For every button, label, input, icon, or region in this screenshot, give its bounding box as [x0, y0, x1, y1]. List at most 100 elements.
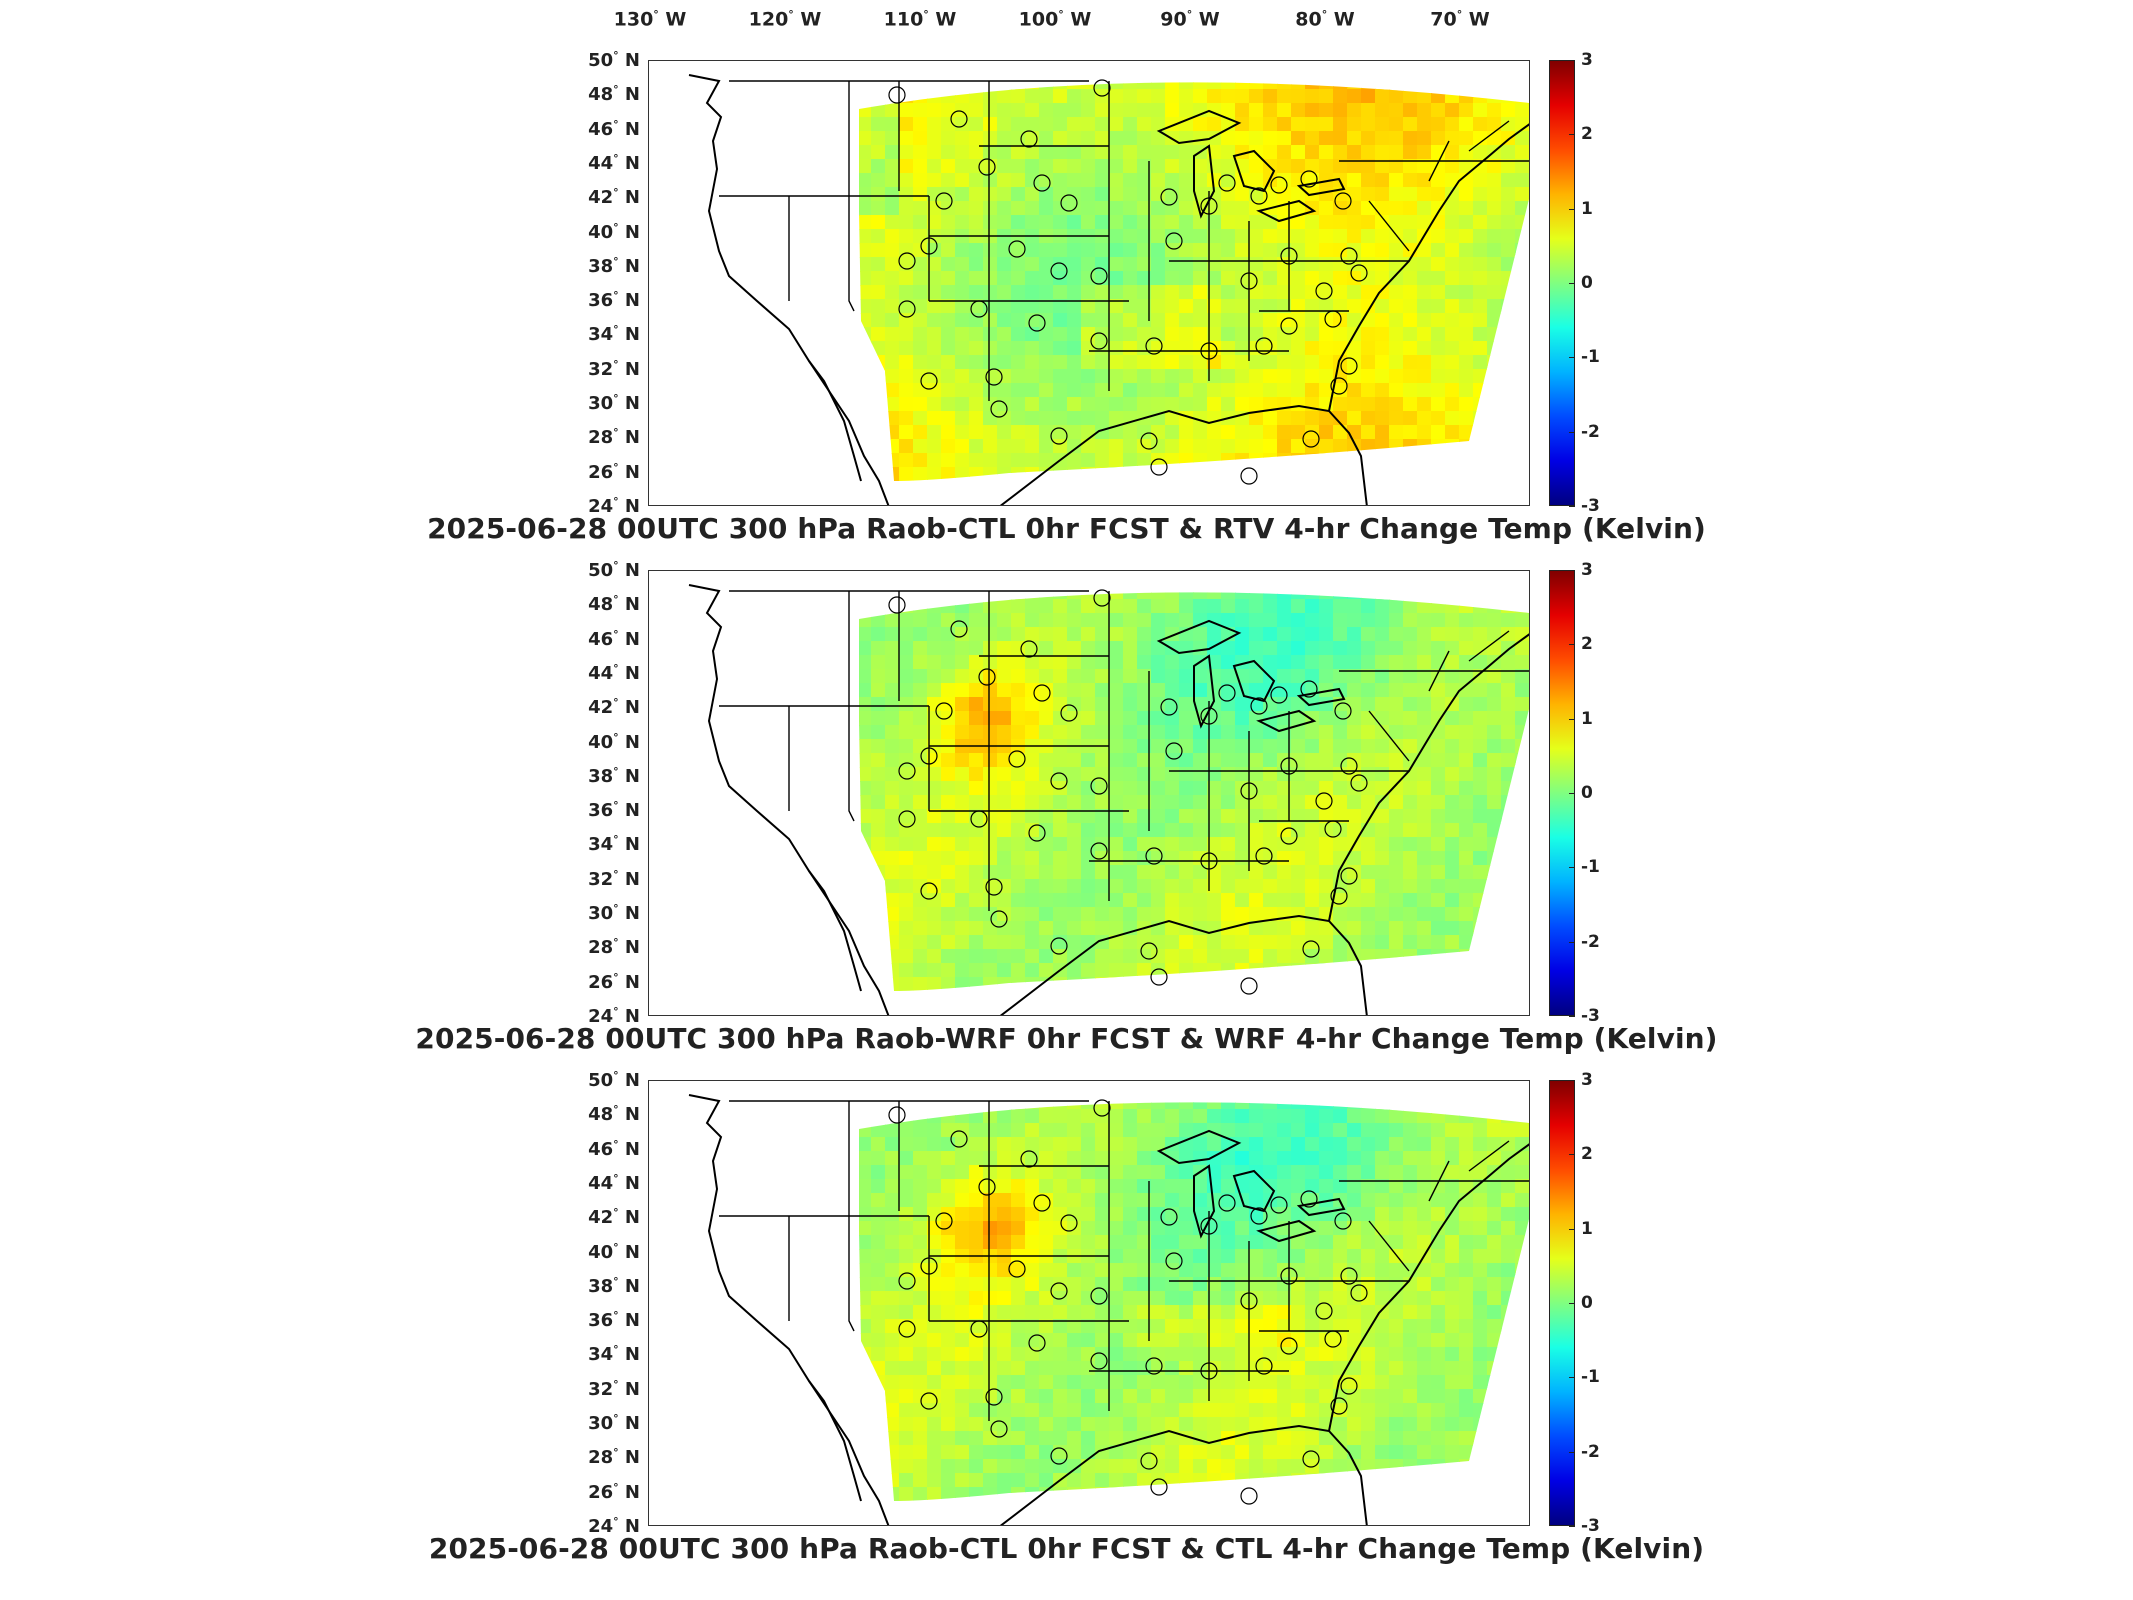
station-marker	[985, 878, 1003, 896]
station-marker	[920, 882, 938, 900]
map-panel-2: 50° N 48° N 46° N 44° N 42° N 40° N 38° N 36° N…	[0, 559, 2133, 1070]
station-marker	[1255, 337, 1273, 355]
station-marker	[1240, 1292, 1258, 1310]
lon-label-100W: 100° W	[1018, 8, 1092, 31]
lon-label-90W: 90° W	[1160, 8, 1220, 31]
lat-label-46N: 46° N	[588, 117, 640, 140]
lat-label-44N: 44° N	[588, 661, 640, 684]
colorbar-tick-mark	[1569, 1303, 1575, 1304]
station-marker	[898, 1320, 916, 1338]
lat-label-44N: 44° N	[588, 151, 640, 174]
lat-label-28N: 28° N	[588, 936, 640, 959]
map-frame	[648, 60, 1530, 506]
station-marker	[888, 1106, 906, 1124]
colorbar-tick-mark	[1569, 644, 1575, 646]
station-marker	[990, 910, 1008, 928]
map-frame	[648, 1080, 1530, 1526]
lat-label-50N: 50° N	[588, 559, 640, 581]
colorbar-tick-mark	[1569, 1451, 1575, 1453]
station-marker	[978, 158, 996, 176]
lat-label-40N: 40° N	[588, 220, 640, 243]
station-marker	[1200, 1362, 1218, 1380]
station-marker	[1330, 377, 1348, 395]
lat-label-36N: 36° N	[588, 289, 640, 312]
lon-label-70W: 70° W	[1430, 8, 1490, 31]
station-marker	[985, 368, 1003, 386]
colorbar-tick-label: 0	[1581, 273, 1593, 293]
lat-label-24N: 24° N	[588, 495, 640, 517]
station-marker	[1315, 792, 1333, 810]
station-marker	[1340, 247, 1358, 265]
station-marker	[920, 237, 938, 255]
lat-label-32N: 32° N	[588, 867, 640, 890]
station-marker	[1218, 174, 1236, 192]
colorbar-tick-label: 3	[1581, 560, 1593, 580]
station-marker	[1250, 1207, 1268, 1225]
station-marker	[1324, 310, 1342, 328]
lat-label-30N: 30° N	[588, 1412, 640, 1435]
colorbar-tick-mark	[1569, 357, 1575, 359]
station-marker	[1350, 774, 1368, 792]
lat-label-50N: 50° N	[588, 1069, 640, 1091]
colorbar-tick-mark	[1569, 718, 1575, 720]
lat-label-50N: 50° N	[588, 49, 640, 71]
station-marker	[1350, 264, 1368, 282]
station-marker	[1033, 174, 1051, 192]
station-marker	[978, 1178, 996, 1196]
panel-title: 2025-06-28 00UTC 300 hPa Raob-CTL 0hr FC…	[428, 1532, 1705, 1565]
station-marker	[1218, 684, 1236, 702]
station-marker	[1028, 314, 1046, 332]
station-marker	[1165, 1252, 1183, 1270]
station-marker	[1250, 187, 1268, 205]
station-marker	[970, 1320, 988, 1338]
station-marker	[1060, 194, 1078, 212]
lat-label-26N: 26° N	[588, 970, 640, 993]
lat-label-38N: 38° N	[588, 1274, 640, 1297]
station-marker	[1145, 337, 1163, 355]
station-marker	[1350, 1284, 1368, 1302]
station-marker	[920, 747, 938, 765]
station-marker	[1033, 1194, 1051, 1212]
station-marker	[1240, 272, 1258, 290]
lat-label-48N: 48° N	[588, 593, 640, 616]
colorbar-tick-label: 0	[1581, 783, 1593, 803]
station-marker	[935, 1212, 953, 1230]
lat-label-42N: 42° N	[588, 1206, 640, 1229]
temperature-map	[688, 1094, 1529, 1525]
lat-label-28N: 28° N	[588, 426, 640, 449]
station-marker	[1145, 847, 1163, 865]
station-marker	[1140, 942, 1158, 960]
colorbar-tick-label: 2	[1581, 1144, 1593, 1165]
station-marker	[1340, 1377, 1358, 1395]
colorbar-tick-label: -1	[1581, 1367, 1600, 1388]
map-panel-3: 50° N 48° N 46° N 44° N 42° N 40° N 38° N 36° N…	[0, 1069, 2133, 1580]
station-marker	[1250, 697, 1268, 715]
station-marker	[898, 810, 916, 828]
lat-label-48N: 48° N	[588, 83, 640, 106]
station-marker	[1280, 247, 1298, 265]
colorbar-tick-label: -3	[1581, 1516, 1600, 1536]
station-marker	[1033, 684, 1051, 702]
lat-label-40N: 40° N	[588, 730, 640, 753]
station-marker	[1340, 867, 1358, 885]
lon-label-120W: 120° W	[748, 8, 822, 31]
colorbar-tick-mark	[1569, 1228, 1575, 1230]
lat-label-34N: 34° N	[588, 323, 640, 346]
colorbar-tick-mark	[1569, 1377, 1575, 1379]
colorbar-tick-mark	[1569, 1154, 1575, 1156]
station-marker	[1050, 1447, 1068, 1465]
colorbar-tick-mark	[1569, 431, 1575, 433]
station-marker	[1165, 232, 1183, 250]
station-marker	[935, 192, 953, 210]
colorbar-tick-mark	[1569, 867, 1575, 869]
colorbar-tick-label: -2	[1581, 421, 1600, 442]
station-marker	[1240, 977, 1258, 995]
station-marker	[1330, 1397, 1348, 1415]
colorbar-tick-label: -3	[1581, 496, 1600, 516]
station-marker	[1060, 1214, 1078, 1232]
colorbar-tick-label: 1	[1581, 708, 1593, 729]
colorbar-tick-label: -2	[1581, 931, 1600, 952]
lon-label-80W: 80° W	[1295, 8, 1355, 31]
station-marker	[1050, 262, 1068, 280]
station-marker	[1200, 707, 1218, 725]
